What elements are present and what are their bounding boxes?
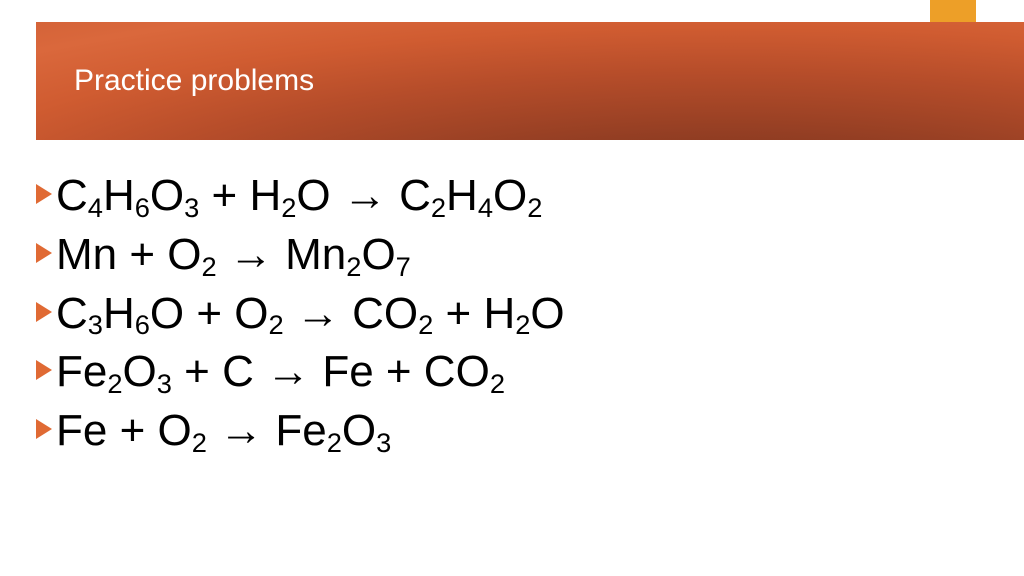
triangle-bullet-icon [36,360,52,380]
arrow-icon: → [343,171,387,220]
arrow-icon: → [229,230,273,279]
list-item: Fe + O2 → Fe2O3 [36,405,988,458]
equation-text: Fe2O3 + C → Fe + CO2 [56,346,505,399]
list-item: C3H6O + O2 → CO2 + H2O [36,288,988,341]
equation-text: C4H6O3 + H2O → C2H4O2 [56,170,542,223]
equation-text: Mn + O2 → Mn2O7 [56,229,411,282]
equation-text: C3H6O + O2 → CO2 + H2O [56,288,565,341]
list-item: Mn + O2 → Mn2O7 [36,229,988,282]
triangle-bullet-icon [36,243,52,263]
equations-list: C4H6O3 + H2O → C2H4O2 Mn + O2 → Mn2O7 C3H6… [36,170,988,464]
list-item: Fe2O3 + C → Fe + CO2 [36,346,988,399]
list-item: C4H6O3 + H2O → C2H4O2 [36,170,988,223]
arrow-icon: → [296,289,340,338]
triangle-bullet-icon [36,302,52,322]
arrow-icon: → [266,347,310,396]
triangle-bullet-icon [36,419,52,439]
triangle-bullet-icon [36,184,52,204]
slide-header: Practice problems [36,22,1024,140]
arrow-icon: → [219,406,263,455]
slide-title: Practice problems [74,64,314,98]
equation-text: Fe + O2 → Fe2O3 [56,405,391,458]
